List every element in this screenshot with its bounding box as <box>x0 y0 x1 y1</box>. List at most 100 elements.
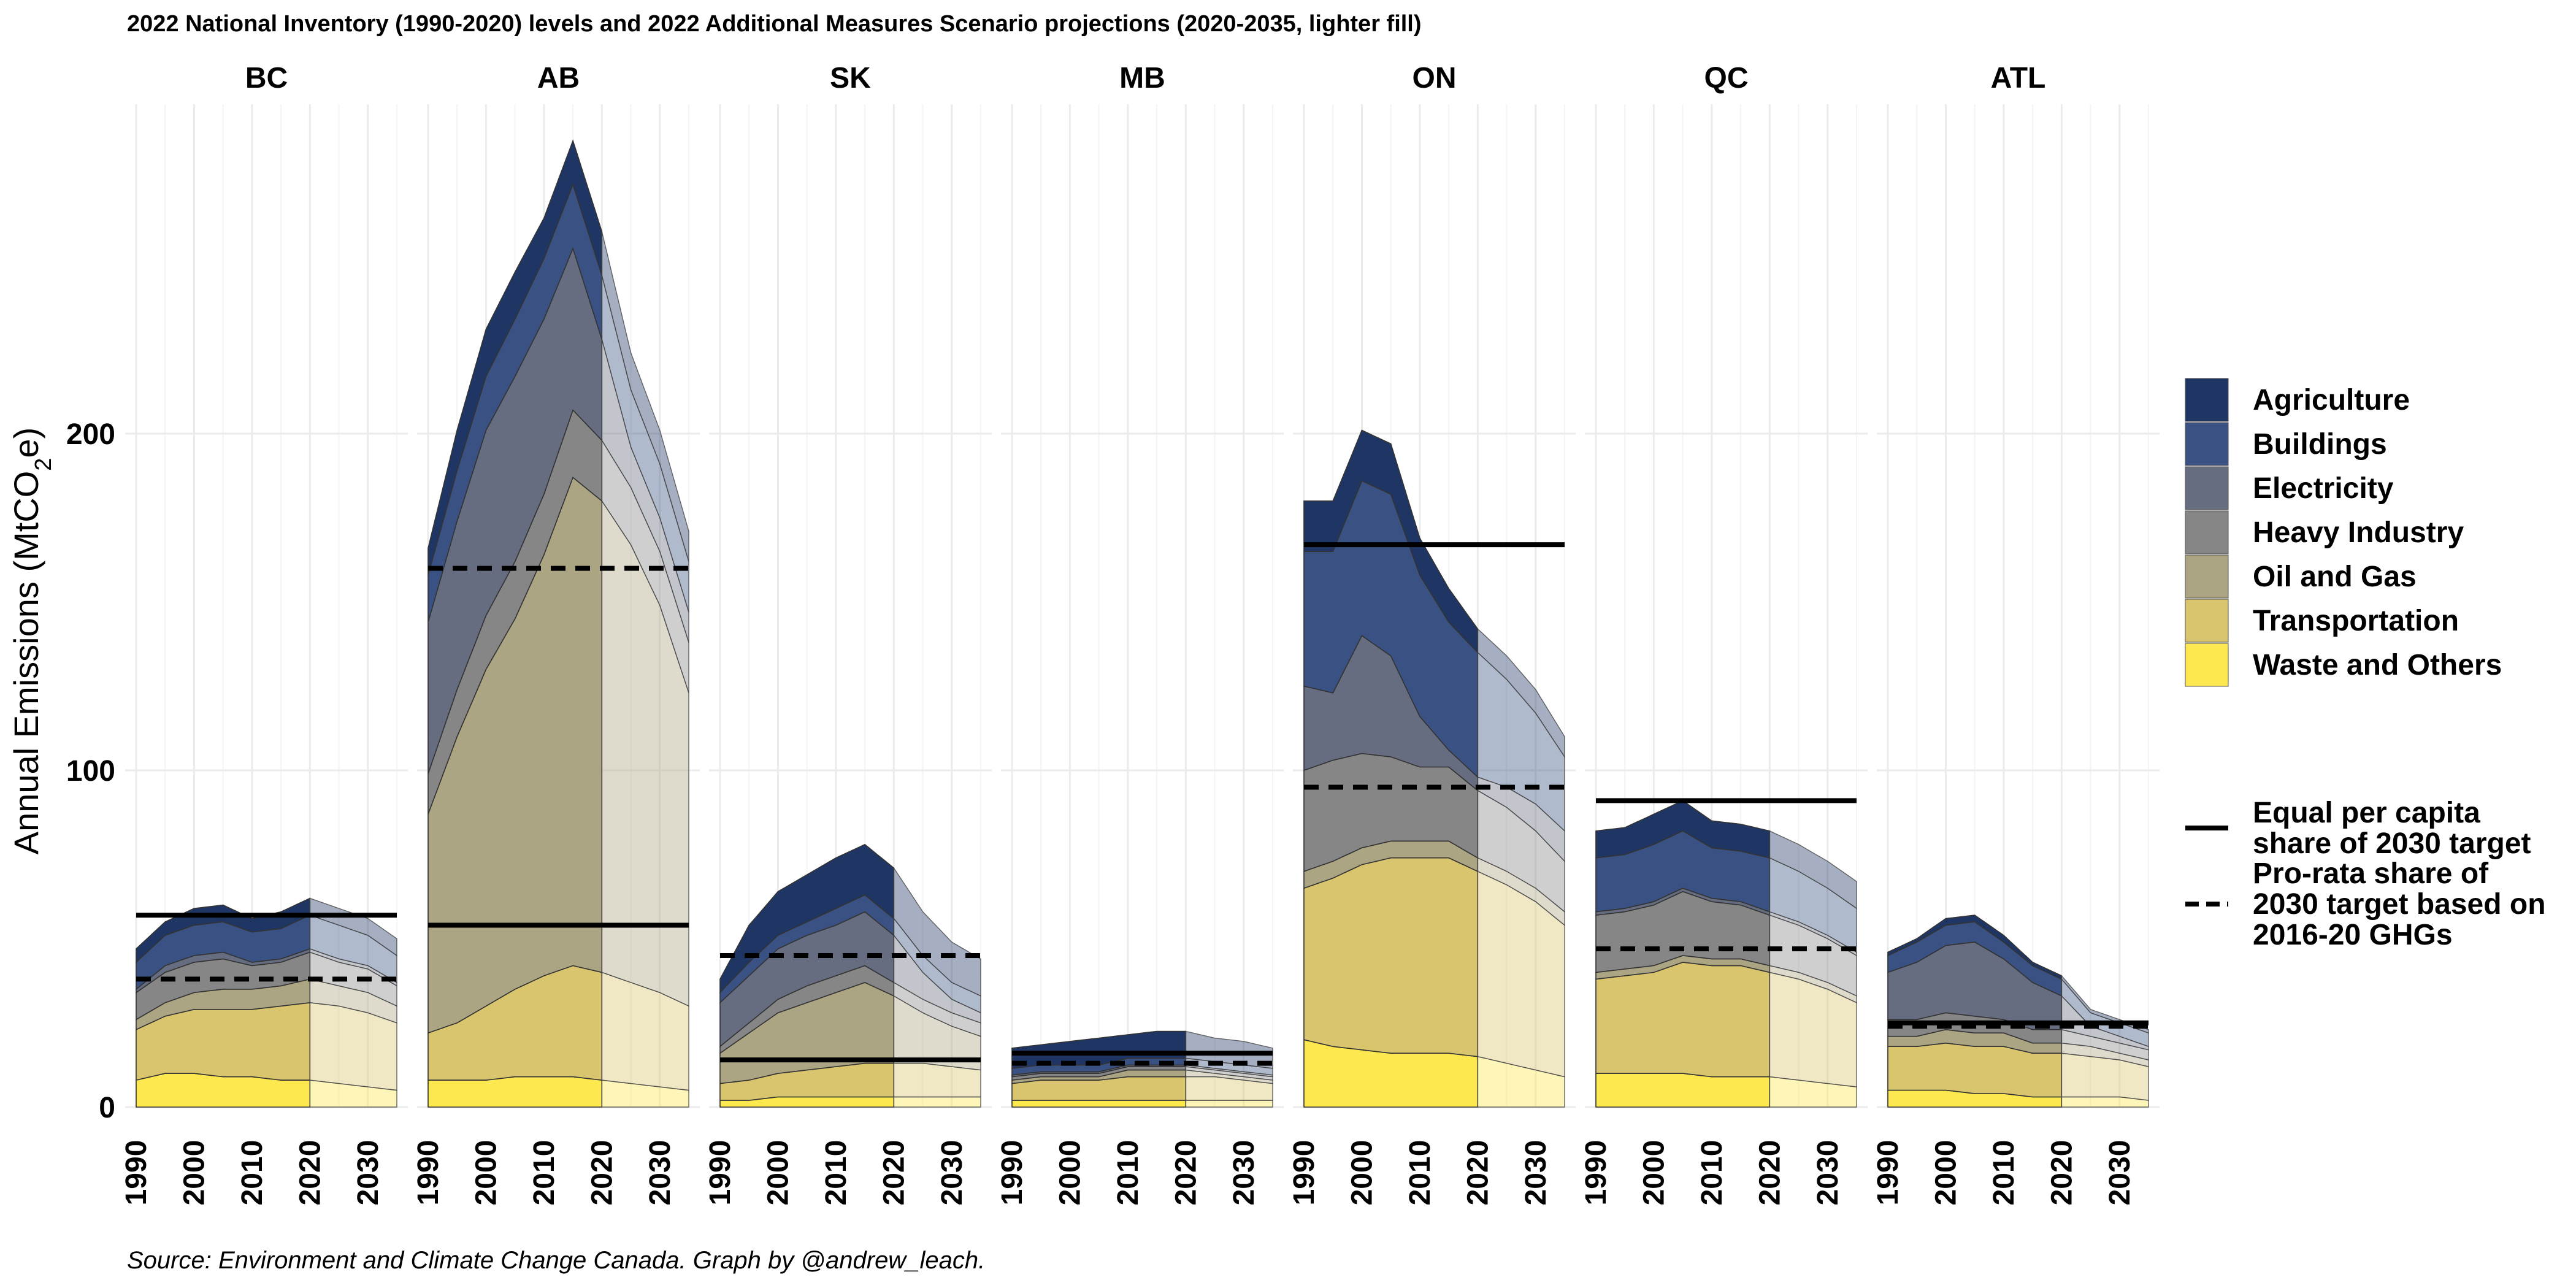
x-tick-label: 2010 <box>1988 1140 2020 1206</box>
legend-label-electricity: Electricity <box>2253 472 2394 505</box>
x-tick-label: 2000 <box>1346 1140 1378 1206</box>
stacked-areas <box>1887 914 2149 1108</box>
panel-gridlines <box>1001 104 1284 1108</box>
area-historical-transportation <box>1595 962 1771 1078</box>
legend-label-agriculture: Agriculture <box>2253 384 2410 416</box>
area-projection-agriculture <box>601 231 689 562</box>
x-tick-label: 2000 <box>1930 1140 1962 1206</box>
stacked-areas <box>136 897 397 1108</box>
x-tick-label: 2030 <box>1228 1140 1260 1206</box>
x-tick-label: 2020 <box>1462 1140 1494 1206</box>
x-tick-label: 2030 <box>644 1140 677 1206</box>
facet-panel-mb: MB 1990 2000 2010 2020 2030 <box>996 62 1284 1205</box>
legend-label-transportation: Transportation <box>2253 605 2459 637</box>
chart-title: 2022 National Inventory (1990-2020) leve… <box>127 11 1422 37</box>
x-tick-label: 1990 <box>120 1140 153 1206</box>
area-historical-waste-and-others <box>1011 1100 1187 1108</box>
x-tick-label: 2030 <box>936 1140 968 1206</box>
x-tick-label: 2010 <box>820 1140 853 1206</box>
x-tick-label: 2010 <box>236 1140 269 1206</box>
x-tick-label: 2010 <box>1696 1140 1728 1206</box>
area-projection-agriculture <box>1477 627 1565 759</box>
facet-panel-on: ON 1990 2000 2010 2020 2030 <box>1288 62 1576 1205</box>
sector-legend: Agriculture Buildings Electricity Heavy Ind… <box>2185 378 2502 687</box>
line-legend-label-solid: Equal per capita share of 2030 target <box>2253 797 2531 860</box>
line-legend-label-line: 2016-20 GHGs <box>2253 919 2453 951</box>
stacked-areas <box>719 843 981 1108</box>
x-tick-label: 2030 <box>352 1140 385 1206</box>
facet-title: ATL <box>1991 62 2046 94</box>
legend-swatch-buildings <box>2185 422 2229 466</box>
line-legend-label-line: Pro-rata share of <box>2253 857 2489 890</box>
y-axis-label-subscript: 2 <box>31 458 56 471</box>
legend-label-buildings: Buildings <box>2253 428 2387 461</box>
facet-title: QC <box>1704 62 1749 94</box>
legend-swatch-heavy-industry <box>2185 510 2229 554</box>
x-tick-label: 1990 <box>704 1140 737 1206</box>
area-projection-agriculture <box>309 897 397 957</box>
legend-swatch-agriculture <box>2185 378 2229 422</box>
x-tick-label: 2020 <box>878 1140 910 1206</box>
facet-panel-qc: QC 1990 2000 2010 2020 2030 <box>1580 62 1868 1205</box>
x-tick-label: 2020 <box>1754 1140 1786 1206</box>
y-axis-label: Annual Emissions (MtCO2e) <box>7 427 56 854</box>
y-tick-label: 0 <box>99 1092 115 1124</box>
x-tick-label: 1990 <box>1580 1140 1612 1206</box>
legend-swatch-waste-and-others <box>2185 643 2229 687</box>
facet-panel-atl: ATL 1990 2000 2010 2020 2030 <box>1872 62 2160 1205</box>
x-tick-label: 1990 <box>1872 1140 1904 1206</box>
area-historical-waste-and-others <box>427 1076 603 1108</box>
facet-panel-ab: AB 1990 2000 2010 2020 2030 <box>412 62 700 1205</box>
stacked-areas <box>1011 1030 1273 1108</box>
x-tick-label: 2000 <box>470 1140 502 1206</box>
legend-label-heavy-industry: Heavy Industry <box>2253 516 2464 549</box>
facet-panel-sk: SK 1990 2000 2010 2020 2030 <box>704 62 992 1205</box>
line-legend-label-line: Equal per capita <box>2253 797 2480 829</box>
line-legend-label-line: share of 2030 target <box>2253 827 2531 860</box>
y-axis-label-end: e) <box>7 427 45 458</box>
x-tick-label: 2010 <box>1404 1140 1436 1206</box>
facet-title: ON <box>1413 62 1457 94</box>
x-tick-label: 2020 <box>294 1140 326 1206</box>
x-tick-label: 1990 <box>1288 1140 1321 1206</box>
area-projection-waste-and-others <box>1185 1100 1273 1108</box>
x-tick-label: 2030 <box>1520 1140 1552 1206</box>
facet-panels: BC 1990 2000 2010 2020 2030 AB 1990 2000 2010 2020… <box>120 62 2160 1205</box>
x-tick-label: 2000 <box>1054 1140 1086 1206</box>
legend-label-waste-and-others: Waste and Others <box>2253 649 2502 681</box>
x-tick-label: 2010 <box>528 1140 561 1206</box>
x-tick-label: 2000 <box>1638 1140 1670 1206</box>
legend-label-oil-and-gas: Oil and Gas <box>2253 561 2417 593</box>
facet-title: AB <box>537 62 580 94</box>
x-tick-label: 1990 <box>412 1140 445 1206</box>
x-tick-label: 2010 <box>1112 1140 1144 1206</box>
legend-swatch-oil-and-gas <box>2185 554 2229 599</box>
facet-panel-bc: BC 1990 2000 2010 2020 2030 <box>120 62 408 1205</box>
legend-swatch-transportation <box>2185 599 2229 643</box>
area-historical-waste-and-others <box>1595 1073 1771 1108</box>
y-axis: 0 100 200 <box>66 418 115 1124</box>
area-historical-transportation <box>1303 857 1479 1057</box>
legend-swatch-electricity <box>2185 466 2229 510</box>
x-tick-label: 2030 <box>1812 1140 1844 1206</box>
y-tick-label: 200 <box>66 418 115 451</box>
stacked-areas <box>1595 800 1857 1108</box>
area-projection-agriculture <box>1769 830 1857 910</box>
y-axis-label-main: Annual Emissions (MtCO <box>7 471 45 855</box>
area-projection-waste-and-others <box>893 1096 981 1108</box>
x-tick-label: 2000 <box>178 1140 210 1206</box>
x-tick-label: 2020 <box>1170 1140 1202 1206</box>
facet-title: SK <box>830 62 871 94</box>
chart-caption: Source: Environment and Climate Change C… <box>127 1247 985 1274</box>
x-tick-label: 2030 <box>2104 1140 2136 1206</box>
x-tick-label: 2020 <box>2045 1140 2078 1206</box>
stacked-areas <box>1303 429 1565 1108</box>
x-tick-label: 1990 <box>996 1140 1029 1206</box>
facet-title: MB <box>1119 62 1165 94</box>
line-legend-label-dashed: Pro-rata share of 2030 target based on 201… <box>2253 857 2546 951</box>
line-legend-label-line: 2030 target based on <box>2253 888 2546 921</box>
x-tick-label: 2000 <box>762 1140 794 1206</box>
area-projection-agriculture <box>893 866 981 997</box>
facet-title: BC <box>245 62 288 94</box>
